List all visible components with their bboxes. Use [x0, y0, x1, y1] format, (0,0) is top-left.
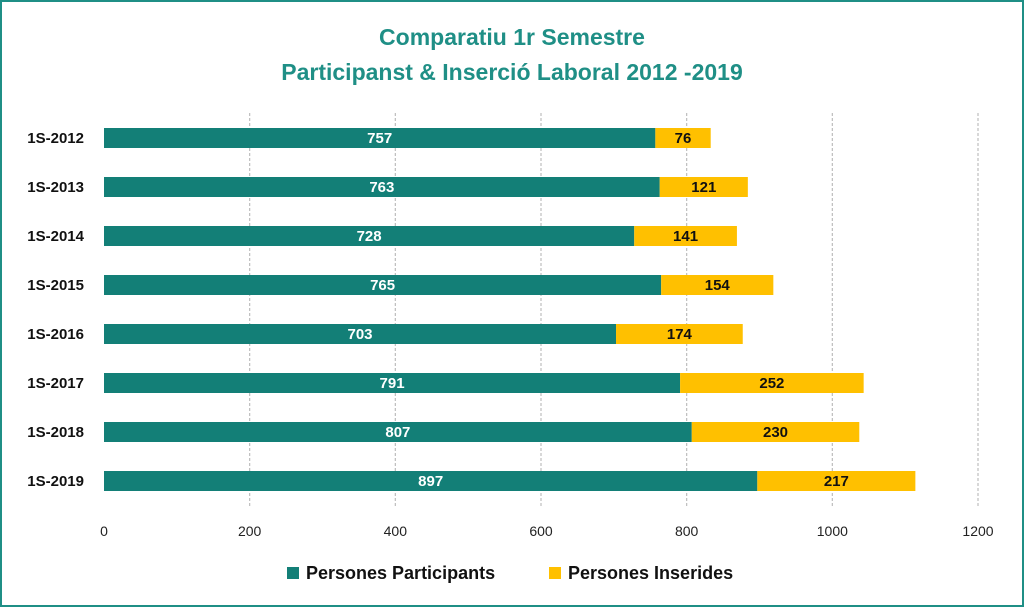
x-tick-label: 1200 [962, 523, 993, 539]
legend-swatch-participants [287, 567, 299, 579]
bar-participants [104, 471, 758, 491]
bars [104, 128, 916, 491]
x-tick-label: 400 [384, 523, 408, 539]
data-label: 174 [667, 326, 693, 343]
category-label: 1S-2015 [27, 277, 84, 294]
data-label: 252 [759, 375, 784, 392]
category-label: 1S-2013 [27, 179, 84, 196]
x-tick-label: 0 [100, 523, 108, 539]
x-tick-label: 600 [529, 523, 553, 539]
bar-inserides [655, 128, 711, 148]
labels: 0 200 400 600 800 1000 1200 1S-2012 757 76 1S-2013… [27, 130, 993, 539]
bar-inserides [659, 177, 748, 197]
legend: Persones Participants Persones Inserides [287, 563, 733, 583]
bar-inserides [634, 226, 737, 246]
data-label: 897 [418, 473, 443, 490]
bar-participants [104, 275, 662, 295]
bar-inserides [661, 275, 774, 295]
gridlines [249, 113, 979, 507]
category-label: 1S-2019 [27, 473, 84, 490]
x-tick-label: 1000 [817, 523, 848, 539]
x-tick-label: 800 [675, 523, 699, 539]
chart-title-line-1: Comparatiu 1r Semestre [379, 24, 645, 50]
legend-label-inserides: Persones Inserides [568, 563, 733, 583]
legend-swatch-inserides [549, 567, 561, 579]
x-tick-label: 200 [238, 523, 262, 539]
data-label: 141 [673, 228, 698, 245]
legend-label-participants: Persones Participants [306, 563, 495, 583]
data-label: 757 [367, 130, 392, 147]
category-label: 1S-2018 [27, 424, 84, 441]
data-label: 76 [675, 130, 692, 147]
data-label: 807 [385, 424, 410, 441]
bar-participants [104, 422, 692, 442]
data-label: 121 [691, 179, 716, 196]
data-label: 765 [370, 277, 395, 294]
bar-inserides [691, 422, 860, 442]
category-label: 1S-2012 [27, 130, 84, 147]
data-label: 154 [705, 277, 731, 294]
data-label: 230 [763, 424, 788, 441]
bar-inserides [680, 373, 864, 393]
chart-title-line-2: Participanst & Inserció Laboral 2012 -20… [281, 59, 742, 85]
bar-participants [104, 324, 617, 344]
bar-participants [104, 177, 660, 197]
bar-participants [104, 128, 656, 148]
bar-participants [104, 373, 681, 393]
bar-inserides [616, 324, 743, 344]
category-label: 1S-2014 [27, 228, 84, 245]
category-label: 1S-2016 [27, 326, 84, 343]
bar-participants [104, 226, 635, 246]
data-label: 791 [380, 375, 405, 392]
data-label: 703 [347, 326, 372, 343]
category-label: 1S-2017 [27, 375, 84, 392]
bar-inserides [757, 471, 916, 491]
data-label: 217 [824, 473, 849, 490]
data-label: 763 [369, 179, 394, 196]
data-label: 728 [357, 228, 382, 245]
